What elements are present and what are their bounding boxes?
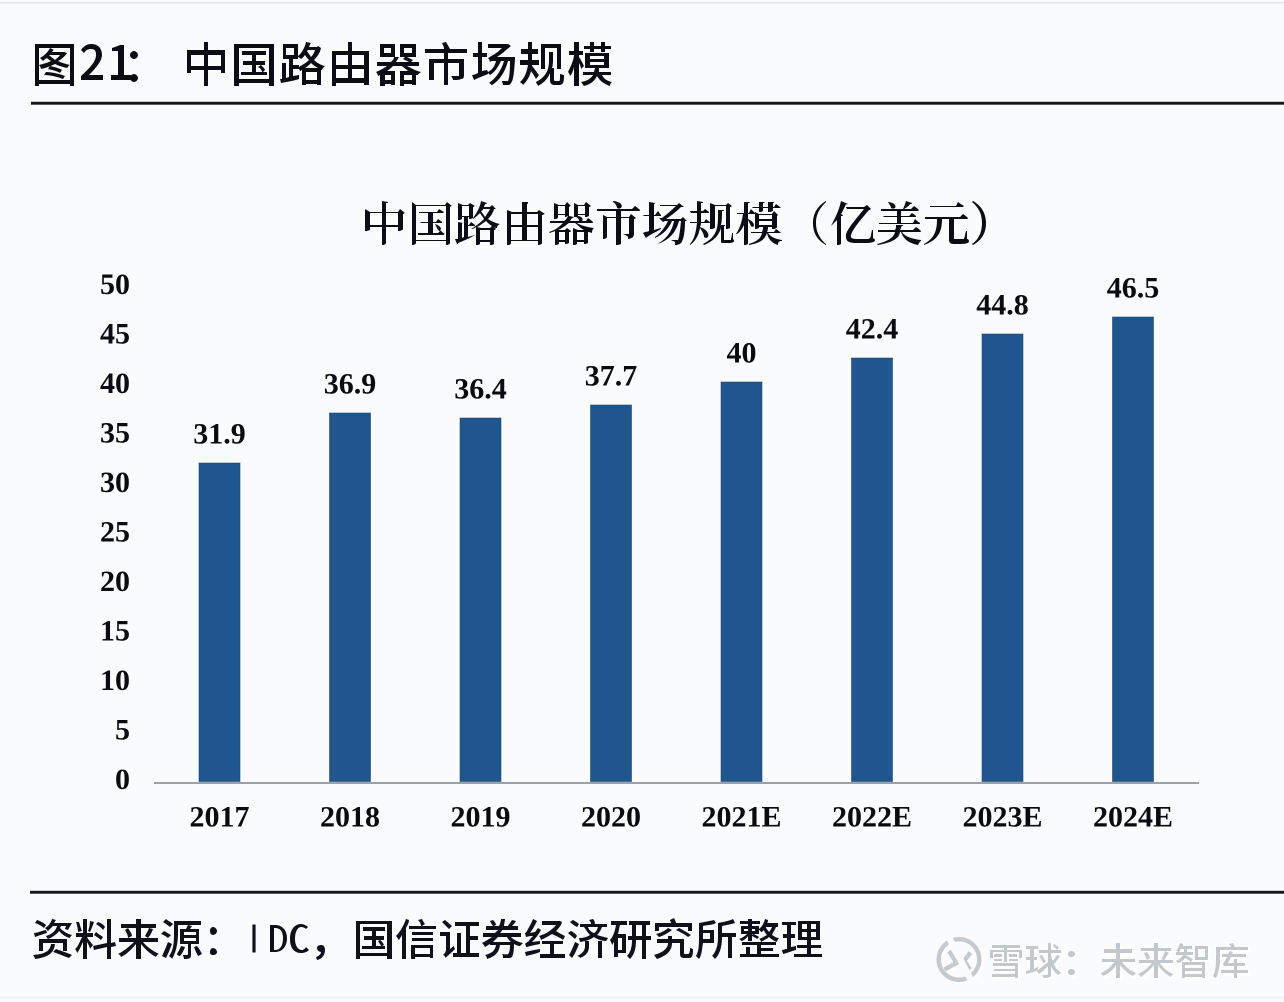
svg-text:2017: 2017 xyxy=(190,801,250,834)
svg-text:31.9: 31.9 xyxy=(193,418,246,451)
svg-text:2023E: 2023E xyxy=(962,801,1042,834)
svg-text:15: 15 xyxy=(100,614,130,647)
svg-text:2019: 2019 xyxy=(451,801,511,834)
svg-text:25: 25 xyxy=(100,515,130,548)
svg-text:35: 35 xyxy=(100,416,130,449)
svg-text:40: 40 xyxy=(727,337,757,370)
svg-text:50: 50 xyxy=(100,268,130,301)
svg-text:36.9: 36.9 xyxy=(324,368,377,401)
svg-text:2022E: 2022E xyxy=(832,801,912,834)
svg-text:5: 5 xyxy=(115,713,130,746)
svg-text:40: 40 xyxy=(100,367,130,400)
svg-text:20: 20 xyxy=(100,565,130,598)
svg-text:10: 10 xyxy=(100,664,130,697)
svg-text:42.4: 42.4 xyxy=(846,313,899,346)
svg-text:0: 0 xyxy=(115,763,130,796)
svg-text:46.5: 46.5 xyxy=(1107,272,1160,305)
svg-text:30: 30 xyxy=(100,466,130,499)
svg-text:36.4: 36.4 xyxy=(454,373,507,406)
svg-text:45: 45 xyxy=(100,317,130,350)
svg-text:37.7: 37.7 xyxy=(585,360,638,393)
svg-text:2021E: 2021E xyxy=(701,801,781,834)
svg-text:2018: 2018 xyxy=(320,801,380,834)
svg-text:2020: 2020 xyxy=(581,801,641,834)
svg-text:44.8: 44.8 xyxy=(976,289,1029,322)
svg-text:2024E: 2024E xyxy=(1093,801,1173,834)
